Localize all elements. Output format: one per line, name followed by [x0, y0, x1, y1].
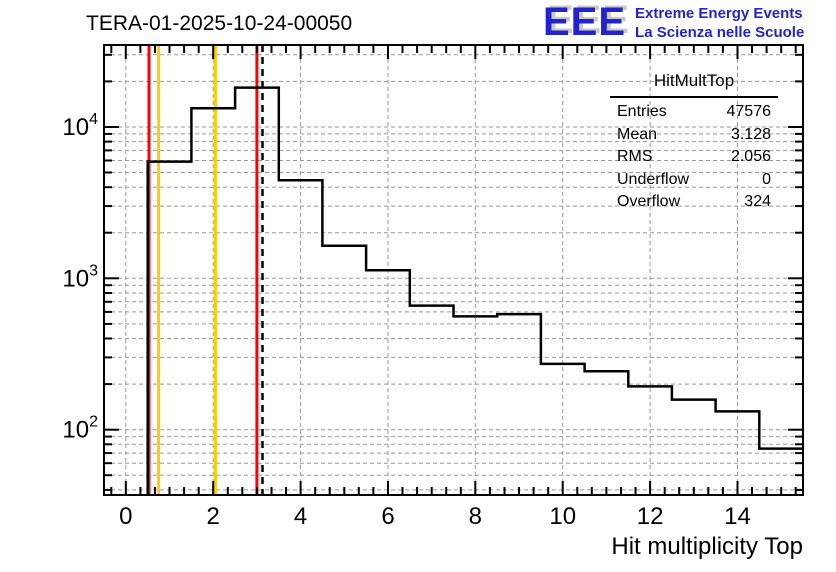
stats-box-title: HitMultTop	[610, 71, 778, 98]
stats-row-value: 2.056	[730, 148, 771, 166]
y-axis-ticks	[104, 53, 803, 491]
eee-logo-acronym: EEE	[543, 0, 627, 44]
y-tick-labels: 102 103 104	[62, 111, 98, 444]
stats-row-label: RMS	[617, 148, 653, 166]
plot-title: TERA-01-2025-10-24-00050	[86, 12, 353, 35]
x-axis-ticks	[110, 45, 797, 495]
stats-row-value: 324	[744, 193, 771, 211]
stats-box: HitMultTop Entries 47576 Mean 3.128 RMS 2.056…	[610, 71, 778, 214]
stats-row-value: 0	[762, 170, 771, 188]
x-tick-label: 2	[207, 503, 220, 530]
x-tick-label: 8	[469, 503, 482, 530]
stats-row-label: Entries	[617, 103, 667, 120]
x-tick-label: 10	[549, 503, 576, 530]
x-tick-label: 4	[294, 503, 307, 530]
y-tick-label: 104	[62, 111, 98, 141]
stats-row-value: 47576	[726, 103, 772, 120]
stats-row: Mean 3.128	[610, 124, 778, 147]
stats-row: Entries 47576	[610, 101, 778, 124]
stats-row-label: Overflow	[617, 193, 681, 211]
eee-logo-line1: Extreme Energy Events	[635, 5, 803, 22]
y-gridlines	[104, 54, 803, 491]
eee-logo-text: Extreme Energy Events La Scienza nelle S…	[635, 2, 804, 42]
x-tick-label: 12	[637, 503, 664, 530]
plot-frame	[103, 44, 804, 496]
eee-logo-line2: La Scienza nelle Scuole	[635, 24, 805, 41]
histogram-step-line	[146, 86, 803, 495]
x-tick-label: 0	[119, 503, 132, 530]
y-tick-label: 102	[62, 414, 98, 444]
stats-row: Overflow 324	[610, 191, 778, 214]
x-tick-label: 6	[381, 503, 394, 530]
y-tick-label: 103	[62, 262, 98, 292]
x-tick-labels: 0 2 4 6 8 10 12 14	[119, 503, 751, 530]
x-tick-label: 14	[724, 503, 751, 530]
stats-row: RMS 2.056	[610, 146, 778, 169]
stats-row-value: 3.128	[730, 125, 771, 143]
stats-row-label: Underflow	[617, 170, 690, 188]
x-axis-title: Hit multiplicity Top	[611, 533, 803, 560]
eee-logo: EEE Extreme Energy Events La Scienza nel…	[543, 2, 804, 42]
stats-rows: Entries 47576 Mean 3.128 RMS 2.056 Underflow 0 O…	[610, 101, 778, 214]
stats-row: Underflow 0	[610, 169, 778, 192]
stats-row-label: Mean	[617, 125, 658, 143]
